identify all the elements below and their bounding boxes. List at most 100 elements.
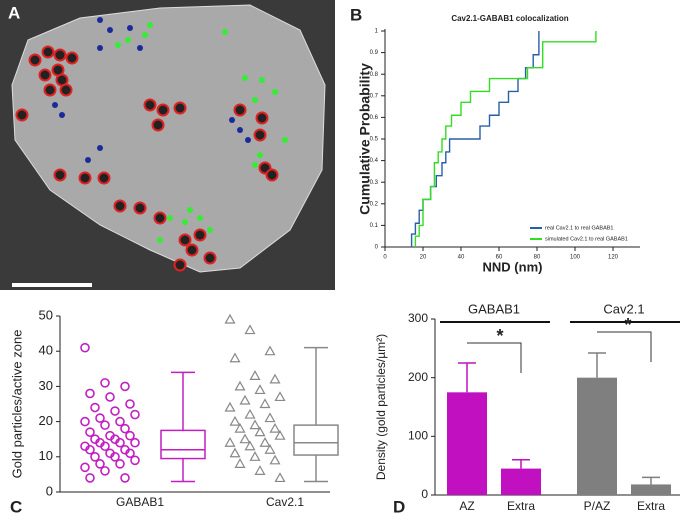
y-tick-label: 200 [408,370,428,384]
legend-label: real Cav2.1 to real GABAB1 [545,225,613,231]
data-point [80,416,90,427]
scale-bar [12,283,92,287]
data-point [120,381,130,392]
particle [97,45,103,51]
particle [229,117,235,123]
data-point [110,451,120,462]
significance-bracket [597,331,652,362]
data-point [100,466,110,476]
particle [272,89,278,95]
data-point [95,459,105,469]
particle [282,137,288,143]
data-point [244,408,256,419]
data-point [110,406,120,416]
particle [52,102,58,108]
particle [97,171,111,185]
panel-label: D [393,497,405,516]
data-point [254,384,266,395]
bar [631,484,671,495]
particle [115,42,121,48]
data-point [249,451,261,461]
data-point [80,462,90,473]
ecdf-line [410,31,540,247]
particle [197,215,203,221]
particle [253,128,267,142]
y-tick-label: 0 [375,245,379,251]
significance-bracket [467,342,522,373]
data-point [100,420,110,430]
data-point [254,465,266,475]
y-tick-label: 0.7 [370,93,379,99]
data-point [105,392,115,402]
data-point [224,313,236,324]
y-tick-label: 0.9 [370,50,379,56]
y-tick-label: 0.2 [370,201,379,207]
particle [85,157,91,163]
data-point [269,454,281,465]
particle [255,111,269,125]
particle [107,27,113,33]
box [293,424,339,456]
data-point [234,380,246,391]
bar [447,392,487,495]
particle [137,45,143,51]
y-tick-label: 50 [39,307,53,322]
y-tick-label: 20 [39,413,53,428]
data-point [115,416,125,427]
data-point [249,419,261,430]
particle [173,258,187,272]
data-point [125,430,135,441]
x-tick-label: 100 [570,255,581,261]
particle [153,211,167,225]
y-axis-label: Cumulative Probability [357,63,373,215]
data-point [130,455,140,466]
ecdf-line [414,31,597,247]
particle [156,103,170,117]
particle [185,243,199,257]
particle [125,37,131,43]
particle [97,145,103,151]
particle [59,112,65,118]
data-point [120,423,130,434]
data-point [234,458,246,468]
data-point [274,472,286,483]
y-tick-label: 0.5 [370,137,379,143]
particle [142,32,148,38]
particle [43,83,57,97]
y-tick-label: 30 [39,378,53,393]
y-tick-label: 0.3 [370,180,379,186]
particle [28,53,42,67]
particle [167,215,173,221]
y-tick-label: 100 [408,429,428,443]
particle [97,17,103,23]
y-tick-label: 0 [46,483,53,498]
x-tick-label: Extra [637,499,665,513]
data-point [259,436,271,447]
particle [203,251,217,265]
data-point [229,415,241,426]
particle [65,51,79,65]
data-point [264,444,276,454]
y-tick-label: 10 [39,448,53,463]
data-point [115,459,125,469]
data-point [224,436,236,447]
x-tick-label: P/AZ [584,499,611,513]
data-point [269,422,281,433]
y-tick-label: 0.6 [370,115,379,121]
data-point [274,391,286,402]
particle [38,68,52,82]
data-point [120,473,130,483]
micrograph-profile [11,4,326,273]
data-point [100,441,110,452]
particle [41,45,55,59]
data-point [244,440,256,451]
x-tick-label: Cav2.1 [266,495,304,509]
particle [187,207,193,213]
data-point [264,345,276,356]
particle [242,75,248,81]
particle [147,22,153,28]
particle [113,199,127,213]
significance-mark: * [496,326,503,346]
x-tick-label: 80 [534,255,541,261]
particle [237,127,243,133]
